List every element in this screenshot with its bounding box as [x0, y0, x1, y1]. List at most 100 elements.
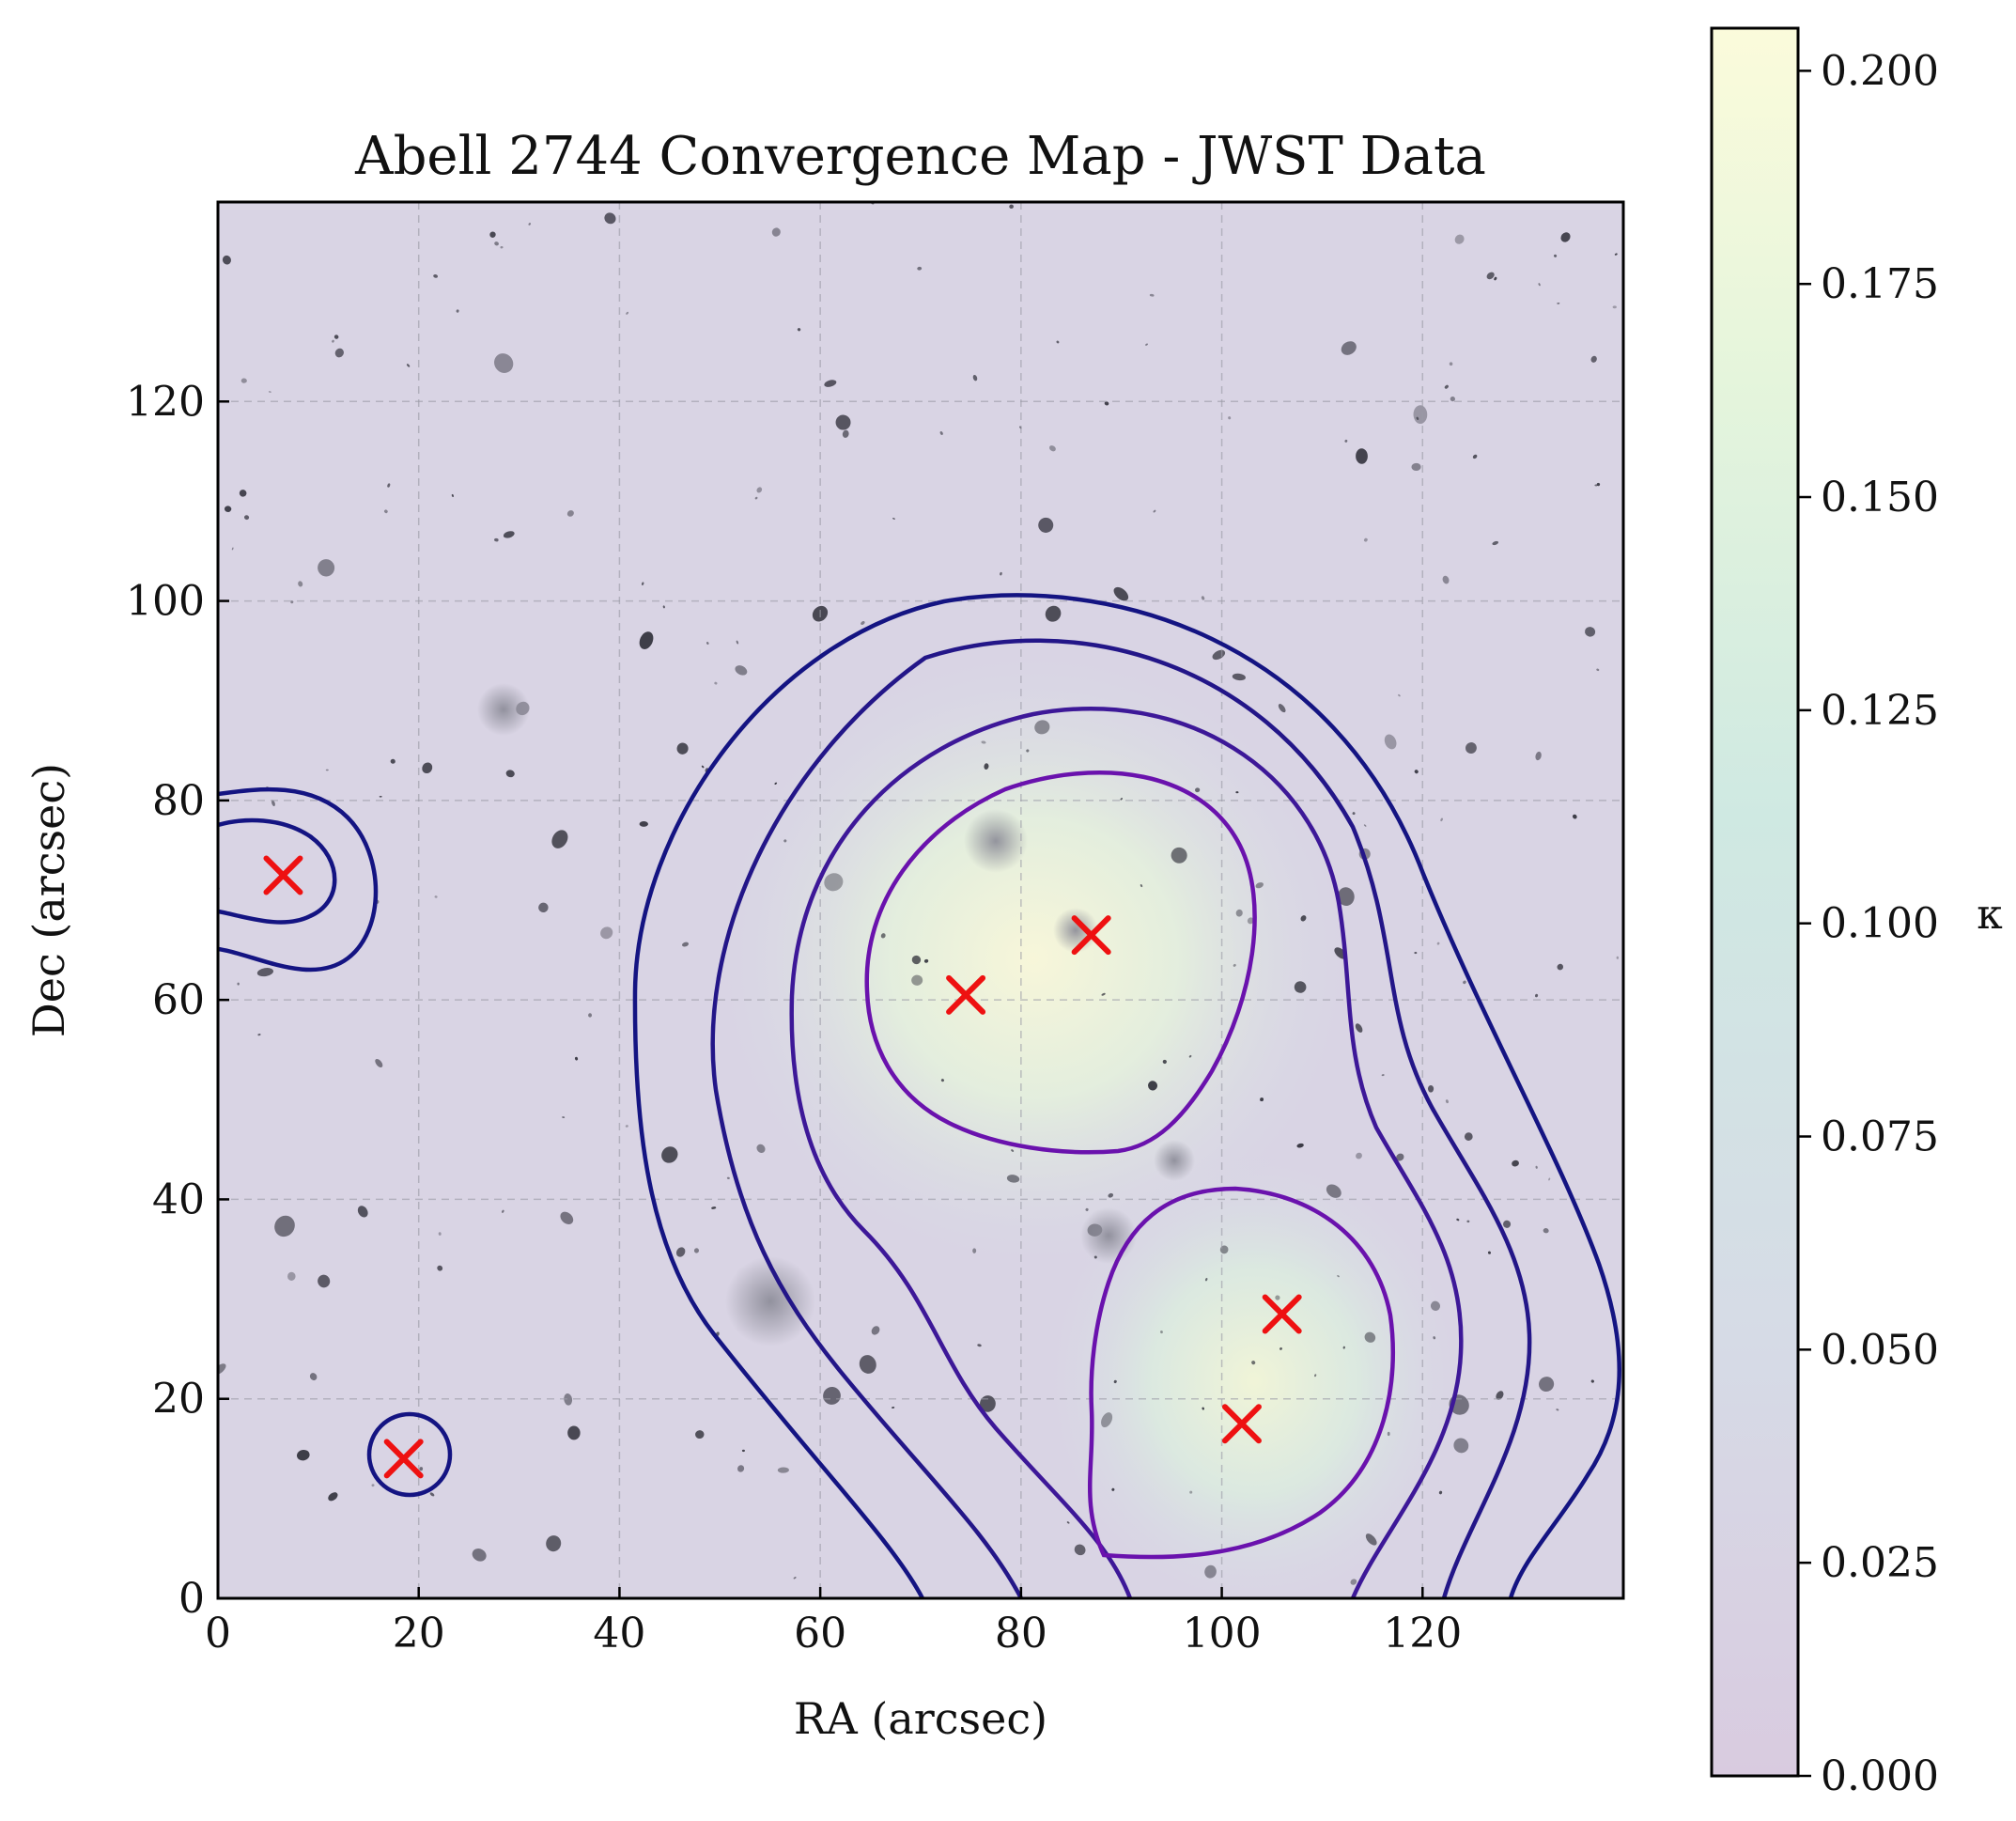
galaxy-source — [1074, 1544, 1086, 1556]
x-axis-label: RA (arcsec) — [794, 1693, 1047, 1744]
galaxy-source — [588, 1013, 593, 1018]
colorbar-tick-label: 0.100 — [1821, 900, 1939, 948]
peak-marker — [1262, 1294, 1302, 1334]
y-tick-label: 0 — [178, 1575, 205, 1623]
galaxy-source — [451, 493, 454, 497]
galaxy-source — [706, 642, 709, 645]
galaxy-source — [777, 1467, 789, 1473]
colorbar-tick-label: 0.000 — [1821, 1752, 1939, 1800]
peak-marker — [946, 974, 986, 1015]
galaxy-source — [243, 515, 250, 521]
galaxy-source — [333, 335, 339, 339]
galaxy-source — [1255, 882, 1264, 889]
galaxy-source — [1342, 1346, 1345, 1349]
galaxy-source — [551, 830, 568, 848]
galaxy-source — [1363, 537, 1368, 542]
galaxy-source — [1411, 462, 1421, 472]
colorbar-tick-label: 0.075 — [1821, 1113, 1939, 1161]
galaxy-source — [600, 926, 613, 940]
galaxy-source — [793, 1577, 797, 1580]
galaxy-source — [562, 1116, 566, 1118]
contour-left-inner — [218, 817, 337, 925]
galaxy-source — [1438, 1490, 1443, 1495]
galaxy-source — [940, 1079, 944, 1082]
galaxy-source — [783, 839, 787, 843]
galaxy-source — [1045, 605, 1062, 622]
galaxy-source — [1572, 814, 1577, 819]
galaxy-source — [438, 1232, 442, 1236]
galaxy-source — [1494, 276, 1497, 281]
galaxy-source — [1436, 942, 1440, 945]
galaxy-halo — [477, 683, 530, 736]
galaxy-source — [494, 353, 514, 373]
galaxy-source — [357, 1206, 368, 1218]
galaxy-source — [433, 274, 439, 278]
galaxy-source — [1260, 1097, 1264, 1102]
galaxy-source — [774, 782, 778, 785]
galaxy-source — [1590, 355, 1597, 363]
galaxy-source — [371, 1484, 375, 1487]
galaxy-source — [741, 1449, 745, 1453]
galaxy-source — [1398, 693, 1401, 697]
galaxy-source — [375, 1058, 383, 1067]
galaxy-source — [1247, 917, 1254, 925]
y-tick-label: 20 — [152, 1376, 205, 1424]
galaxy-source — [980, 1395, 996, 1412]
galaxy-source — [1414, 770, 1419, 774]
galaxy-source — [566, 510, 574, 517]
galaxy-source — [1000, 571, 1002, 576]
galaxy-source — [560, 1211, 574, 1224]
galaxy-source — [1278, 704, 1286, 713]
galaxy-source — [701, 765, 705, 769]
galaxy-source — [1387, 1431, 1390, 1437]
contour-level-1 — [632, 593, 1621, 1598]
galaxy-source — [675, 1247, 686, 1257]
galaxy-source — [1616, 956, 1620, 959]
x-tick-label: 0 — [205, 1610, 231, 1658]
galaxy-source — [1101, 992, 1106, 996]
galaxy-source — [325, 769, 329, 771]
galaxy-source — [1296, 1143, 1304, 1148]
galaxy-source — [735, 665, 748, 676]
galaxy-source — [1364, 1331, 1376, 1343]
galaxy-source — [1204, 1278, 1208, 1282]
galaxy-source — [1463, 980, 1466, 985]
kappa-contours — [218, 593, 1621, 1598]
galaxy-source — [1149, 293, 1155, 297]
peak-marker — [1071, 915, 1111, 956]
galaxy-source — [1101, 1412, 1113, 1428]
galaxy-source — [1038, 517, 1054, 533]
galaxy-source — [503, 531, 515, 538]
galaxy-source — [456, 309, 459, 313]
galaxy-source — [1153, 509, 1156, 513]
galaxy-source — [880, 933, 886, 939]
galaxy-source — [1202, 1407, 1204, 1410]
galaxy-source — [1026, 749, 1030, 753]
galaxy-source — [1535, 751, 1542, 761]
galaxy-source — [1596, 668, 1600, 672]
galaxy-source — [1066, 1521, 1070, 1524]
y-tick-label: 40 — [152, 1175, 205, 1223]
galaxy-source — [797, 328, 801, 332]
galaxy-source — [1104, 401, 1109, 406]
galaxy-source — [1543, 1228, 1549, 1234]
colorbar-label: κ — [1977, 891, 2003, 939]
x-tick-label: 20 — [393, 1610, 445, 1658]
galaxy-source — [546, 1535, 562, 1552]
galaxy-source — [1355, 1023, 1363, 1033]
galaxy-source — [218, 1363, 226, 1375]
galaxy-source — [1162, 1059, 1167, 1065]
galaxy-source — [737, 1465, 745, 1472]
peak-marker — [1221, 1404, 1262, 1444]
galaxy-source — [222, 255, 231, 265]
galaxy-source — [1557, 963, 1564, 971]
galaxy-source — [296, 1449, 310, 1461]
galaxy-source — [1535, 993, 1539, 998]
galaxy-source — [1113, 1379, 1117, 1384]
galaxy-source — [1326, 1184, 1341, 1198]
galaxy-sources — [218, 202, 1620, 1585]
galaxy-source — [693, 1248, 700, 1253]
galaxy-source — [1512, 1160, 1519, 1167]
galaxy-halo — [964, 809, 1028, 873]
galaxy-source — [1585, 627, 1596, 637]
